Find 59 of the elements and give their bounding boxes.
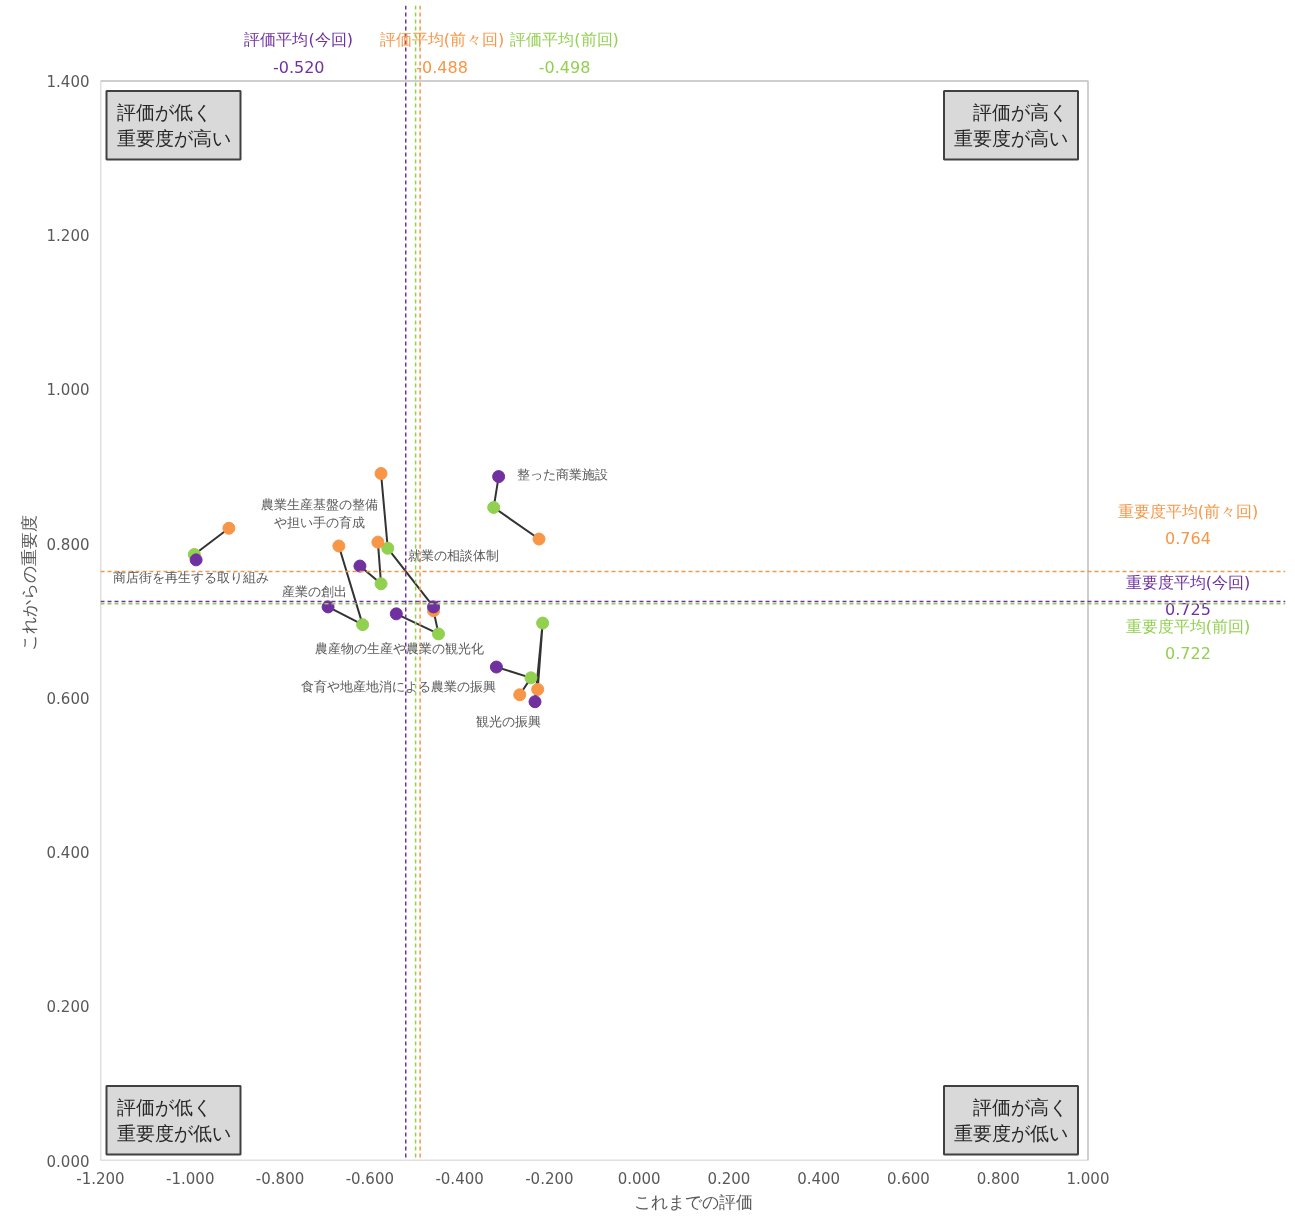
point bbox=[489, 660, 503, 674]
point bbox=[536, 616, 550, 630]
point bbox=[524, 671, 538, 685]
annotation: 就業の相談体制 bbox=[408, 547, 500, 563]
y-axis-title: これからの重要度 bbox=[18, 515, 39, 651]
point bbox=[374, 577, 388, 591]
point bbox=[189, 553, 203, 567]
x-tick-label: -0.800 bbox=[255, 1169, 305, 1188]
x-tick-label: 0.000 bbox=[617, 1169, 661, 1188]
point bbox=[532, 532, 546, 546]
x-axis-title: これまでの評価 bbox=[633, 1191, 753, 1212]
point bbox=[389, 607, 403, 621]
annotation: 評価が高く重要度が低い bbox=[954, 1096, 1068, 1145]
point bbox=[374, 467, 388, 480]
x-tick-label: -1.000 bbox=[166, 1169, 215, 1188]
ref-line-label: 重要度平均(前々回) 0.764 bbox=[1117, 502, 1259, 549]
y-tick-label: 0.400 bbox=[46, 844, 90, 863]
point bbox=[371, 535, 385, 549]
annotation: 食育や地産地消による農業の振興 bbox=[300, 678, 496, 694]
annotation: 評価が低く重要度が低い bbox=[116, 1096, 231, 1145]
point bbox=[222, 521, 236, 535]
point bbox=[492, 470, 506, 484]
x-tick-label: 0.400 bbox=[797, 1169, 841, 1188]
y-tick-label: 0.000 bbox=[46, 1152, 90, 1171]
x-tick-label: 0.200 bbox=[707, 1169, 751, 1188]
x-tick-label: -0.200 bbox=[525, 1169, 574, 1188]
point bbox=[528, 695, 542, 709]
y-tick-label: 1.000 bbox=[46, 381, 90, 400]
point bbox=[531, 682, 545, 696]
y-tick-label: 1.200 bbox=[46, 227, 90, 246]
annotation: 評価が低く重要度が高い bbox=[116, 101, 231, 150]
annotation: 整った商業施設 bbox=[517, 467, 609, 483]
x-tick-label: -0.600 bbox=[345, 1169, 394, 1188]
point bbox=[353, 559, 367, 573]
ref-line-label: 重要度平均(前回) 0.722 bbox=[1125, 616, 1251, 663]
annotation: 農業生産基盤の整備や担い手の育成 bbox=[261, 496, 379, 530]
annotation: 商店街を再生する取り組み bbox=[113, 570, 270, 586]
annotation: 観光の振興 bbox=[475, 714, 541, 730]
point bbox=[332, 539, 346, 553]
annotation: 農産物の生産や農業の観光化 bbox=[314, 641, 484, 657]
x-tick-label: 0.800 bbox=[976, 1169, 1020, 1188]
ref-line-label: 評価平均(前々回) -0.488 bbox=[379, 30, 505, 78]
point bbox=[381, 541, 395, 555]
point bbox=[487, 500, 501, 514]
point bbox=[356, 618, 370, 632]
ref-line-label: 評価平均(前回) -0.498 bbox=[510, 30, 619, 78]
x-tick-label: -0.400 bbox=[435, 1169, 484, 1188]
x-tick-label: 1.000 bbox=[1066, 1169, 1110, 1188]
x-tick-label: -1.200 bbox=[76, 1169, 125, 1188]
point bbox=[513, 688, 527, 702]
annotation: 産業の創出 bbox=[281, 584, 347, 600]
point bbox=[431, 627, 445, 641]
ref-line-label: 評価平均(今回) -0.520 bbox=[244, 30, 353, 78]
x-tick-label: 0.600 bbox=[886, 1169, 930, 1188]
y-tick-label: 0.600 bbox=[46, 689, 90, 708]
y-tick-label: 0.200 bbox=[46, 998, 90, 1017]
y-tick-label: 0.800 bbox=[46, 535, 90, 554]
y-tick-label: 1.400 bbox=[46, 73, 90, 92]
annotation: 評価が高く重要度が高い bbox=[954, 101, 1068, 150]
